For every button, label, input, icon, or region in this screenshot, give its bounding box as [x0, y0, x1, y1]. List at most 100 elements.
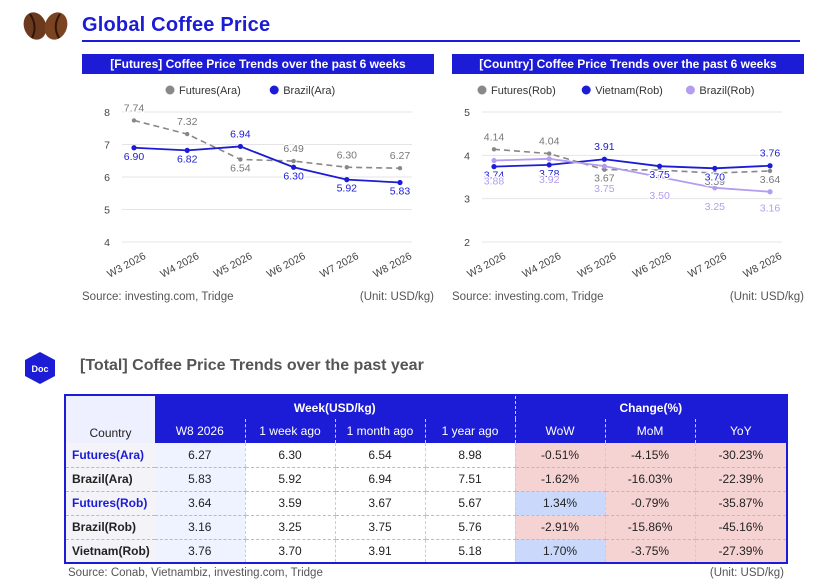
- table-cell: 6.27: [155, 443, 245, 468]
- col-header: 1 month ago: [334, 419, 425, 443]
- row-country: Brazil(Rob): [65, 515, 155, 540]
- x-tick-label: W7 2026: [318, 250, 361, 280]
- coffee-beans-icon: [23, 12, 68, 40]
- legend-marker: [685, 85, 695, 95]
- table-cell: 3.91: [334, 539, 425, 563]
- x-tick-label: W4 2026: [158, 250, 201, 280]
- table-cell: -16.03%: [604, 467, 696, 492]
- data-label: 3.75: [649, 169, 670, 181]
- legend-item: Vietnam(Rob): [581, 85, 663, 97]
- x-tick-label: W8 2026: [741, 250, 784, 280]
- x-tick-label: W6 2026: [631, 250, 674, 280]
- price-table: Country Week(USD/kg) Change(%) W8 2026 1 …: [64, 394, 789, 564]
- table-cell: 1.70%: [514, 539, 606, 563]
- col-header: W8 2026: [155, 419, 245, 443]
- legend-marker: [165, 85, 175, 95]
- chart-source: Source: investing.com, Tridge: [452, 291, 604, 303]
- y-tick-label: 8: [104, 107, 110, 119]
- chart-unit: (Unit: USD/kg): [359, 291, 434, 303]
- row-country: Brazil(Ara): [65, 467, 155, 492]
- data-point: [184, 147, 190, 153]
- table-cell: -15.86%: [604, 515, 696, 540]
- data-label: 6.82: [177, 153, 198, 165]
- table-cell: -1.62%: [514, 467, 606, 492]
- data-label: 4.14: [484, 131, 505, 143]
- col-header: 1 year ago: [424, 419, 516, 443]
- row-country: Futures(Ara): [65, 443, 155, 468]
- data-point: [657, 163, 663, 169]
- data-point: [657, 174, 663, 180]
- x-tick-label: W8 2026: [371, 250, 414, 280]
- data-label: 3.59: [705, 176, 726, 188]
- group-header-week: Week(USD/kg): [155, 395, 516, 419]
- data-point: [291, 164, 297, 170]
- table-cell: 5.67: [424, 491, 516, 516]
- legend-item: Futures(Rob): [477, 85, 556, 97]
- y-tick-label: 4: [464, 150, 470, 162]
- table-cell: -2.91%: [514, 515, 606, 540]
- series-line: [493, 158, 771, 170]
- legend-marker: [581, 85, 591, 95]
- legend-label: Brazil(Rob): [699, 85, 754, 97]
- table-cell: 6.94: [334, 467, 425, 492]
- data-point: [546, 162, 552, 168]
- page-header: Global Coffee Price: [18, 8, 802, 44]
- data-label: 3.70: [705, 171, 726, 183]
- series-line: [493, 157, 771, 193]
- section-title: [Total] Coffee Price Trends over the pas…: [80, 357, 424, 374]
- data-point: [601, 163, 607, 169]
- legend-label: Vietnam(Rob): [595, 85, 663, 97]
- col-header: WoW: [514, 419, 606, 443]
- table-row: Futures(Rob) 3.64 3.59 3.67 5.67 1.34% -0.79% -…: [65, 491, 788, 516]
- legend-marker: [269, 85, 279, 95]
- doc-badge-icon: Doc: [25, 352, 55, 384]
- data-point: [131, 145, 137, 151]
- data-label: 3.78: [539, 168, 560, 180]
- chart-title: [Futures] Coffee Price Trends over the p…: [82, 54, 434, 74]
- futures-chart-plot: Futures(Ara) Brazil(Ara) 4 5 6 7 8 W3 2026 W4 20…: [104, 85, 414, 281]
- table-cell: -0.79%: [604, 491, 696, 516]
- data-point: [767, 168, 773, 174]
- table-cell: -4.15%: [604, 443, 696, 468]
- country-chart: [Country] Coffee Price Trends over the p…: [452, 54, 808, 314]
- data-point: [185, 131, 190, 137]
- row-country: Futures(Rob): [65, 491, 155, 516]
- data-label: 3.67: [594, 173, 615, 185]
- data-label: 6.30: [283, 170, 304, 182]
- data-label: 6.54: [230, 162, 251, 174]
- table-row: Futures(Ara) 6.27 6.30 6.54 8.98 -0.51% -4.15%…: [65, 443, 788, 468]
- x-tick-label: W3 2026: [465, 250, 508, 280]
- x-tick-label: W4 2026: [520, 250, 563, 280]
- doc-badge-label: Doc: [31, 364, 48, 374]
- data-point: [712, 165, 718, 171]
- data-label: 3.92: [539, 174, 560, 186]
- x-tick-label: W3 2026: [105, 250, 148, 280]
- chart-title: [Country] Coffee Price Trends over the p…: [452, 54, 804, 74]
- table-cell: 3.64: [155, 491, 245, 516]
- data-point: [547, 151, 552, 156]
- y-tick-label: 6: [104, 172, 110, 184]
- legend-label: Futures(Ara): [179, 85, 241, 97]
- data-label: 3.88: [484, 176, 505, 188]
- data-label: 5.92: [337, 183, 358, 195]
- x-tick-label: W5 2026: [212, 250, 255, 280]
- data-point: [238, 157, 243, 162]
- data-label: 4.04: [539, 136, 560, 148]
- table-cell: 1.34%: [514, 491, 606, 516]
- data-point: [712, 170, 717, 176]
- table-cell: 3.76: [155, 539, 245, 563]
- data-point: [491, 164, 497, 170]
- data-label: 3.91: [594, 141, 615, 153]
- legend-item: Brazil(Rob): [685, 85, 754, 97]
- table-row: Brazil(Ara) 5.83 5.92 6.94 7.51 -1.62% -16.03%…: [65, 467, 788, 492]
- data-point: [601, 156, 607, 162]
- data-label: 7.74: [124, 102, 145, 114]
- x-tick-label: W7 2026: [686, 250, 729, 280]
- data-label: 3.25: [705, 201, 726, 213]
- series-line: [133, 119, 401, 170]
- data-point: [397, 166, 403, 171]
- group-header-change: Change(%): [514, 395, 788, 419]
- country-chart-plot: Futures(Rob) Vietnam(Rob) Brazil(Rob) 2 3 4 5 W…: [464, 85, 784, 281]
- table-cell: -0.51%: [514, 443, 606, 468]
- futures-chart: [Futures] Coffee Price Trends over the p…: [82, 54, 438, 314]
